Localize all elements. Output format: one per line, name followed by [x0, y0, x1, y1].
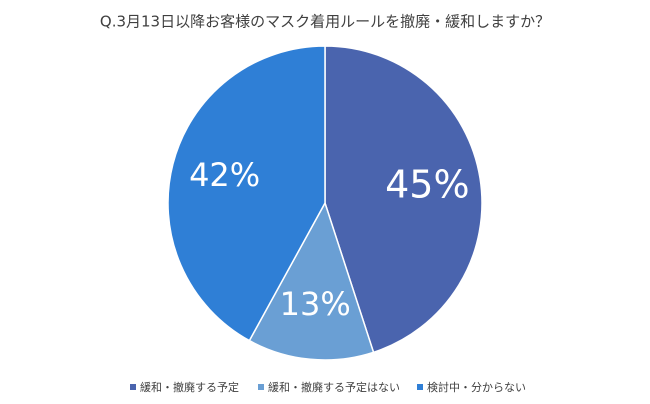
legend-label: 検討中・分からない [427, 380, 526, 394]
data-label: 45% [385, 162, 469, 206]
legend-swatch [417, 384, 423, 390]
legend-label: 緩和・撤廃する予定はない [268, 380, 400, 394]
legend-swatch [130, 384, 136, 390]
data-label: 13% [280, 285, 351, 323]
pie-slice [324, 45, 483, 354]
data-label: 42% [189, 156, 260, 194]
chart-title: Q.3月13日以降お客様のマスク着用ルールを撤廃・緩和しますか？ [100, 13, 550, 31]
pie-slice [167, 45, 326, 342]
legend-swatch [258, 384, 264, 390]
pie-slice [248, 201, 375, 361]
legend-label: 緩和・撤廃する予定 [140, 380, 239, 394]
